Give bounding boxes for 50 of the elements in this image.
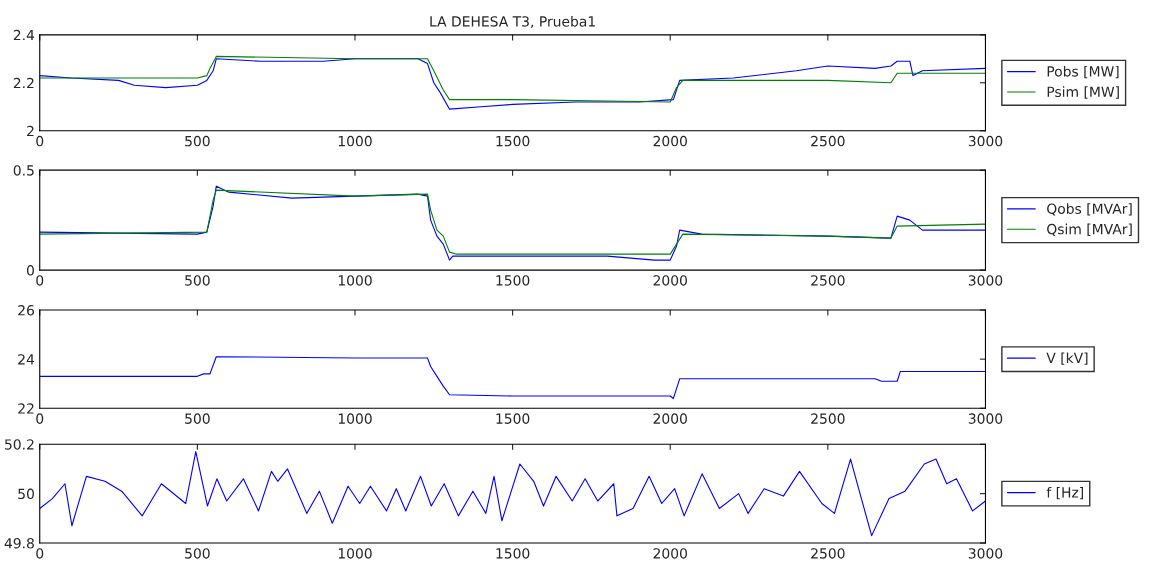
legend-label: Pobs [MW]: [1047, 65, 1119, 79]
x-tick-label: 1500: [496, 548, 530, 559]
legend-label: f [Hz]: [1046, 486, 1083, 500]
x-tick-label: 500: [185, 548, 210, 559]
legend-label: Qobs [MVAr]: [1047, 203, 1132, 216]
x-tick-label: 1500: [496, 275, 530, 286]
x-tick-label: 2500: [811, 275, 845, 286]
line-series: [39, 58, 986, 110]
legend-label: Psim [MW]: [1047, 86, 1119, 99]
legend-label: V [kV]: [1046, 352, 1088, 365]
y-tick-label: 0.5: [13, 165, 34, 176]
y-tick-label: 22: [18, 403, 34, 414]
x-tick-label: 1500: [496, 413, 530, 424]
x-tick-label: 2500: [811, 548, 845, 559]
x-tick-label: 0: [36, 275, 44, 286]
x-tick-label: 3000: [968, 413, 1003, 424]
x-tick-label: 1500: [496, 135, 530, 147]
y-tick-label: 2.2: [13, 77, 34, 89]
x-tick-label: 0: [36, 135, 44, 147]
x-tick-label: 2000: [653, 135, 687, 147]
line-series: [39, 55, 986, 103]
legend-label: Qsim [MVAr]: [1047, 223, 1132, 236]
y-tick-label: 26: [18, 305, 35, 316]
x-tick-label: 500: [185, 413, 210, 424]
x-tick-label: 1000: [338, 135, 372, 147]
y-tick-label: 0: [26, 265, 34, 276]
y-tick-label: 49.8: [4, 537, 34, 549]
x-tick-label: 2000: [653, 548, 687, 559]
x-tick-label: 1000: [338, 548, 372, 559]
chart-title: LA DEHESA T3, Prueba1: [430, 15, 595, 29]
x-tick-label: 500: [185, 275, 210, 286]
y-tick-label: 50.2: [5, 439, 34, 450]
line-series: [39, 451, 986, 537]
y-tick-label: 2.4: [13, 29, 35, 41]
x-tick-label: 1000: [338, 275, 372, 286]
x-tick-label: 0: [36, 413, 44, 424]
x-tick-label: 2000: [653, 413, 687, 424]
x-tick-label: 500: [185, 135, 210, 147]
x-tick-label: 3000: [968, 275, 1003, 286]
y-tick-label: 24: [18, 354, 35, 365]
y-tick-label: 50: [18, 488, 34, 500]
x-tick-label: 2500: [811, 413, 845, 424]
x-tick-label: 2000: [653, 275, 687, 286]
x-tick-label: 3000: [968, 548, 1003, 559]
line-series: [39, 356, 986, 399]
y-tick-label: 2: [27, 125, 34, 137]
x-tick-label: 0: [36, 548, 44, 559]
x-tick-label: 2500: [811, 135, 845, 147]
x-tick-label: 3000: [968, 135, 1003, 147]
x-tick-label: 1000: [338, 413, 372, 424]
